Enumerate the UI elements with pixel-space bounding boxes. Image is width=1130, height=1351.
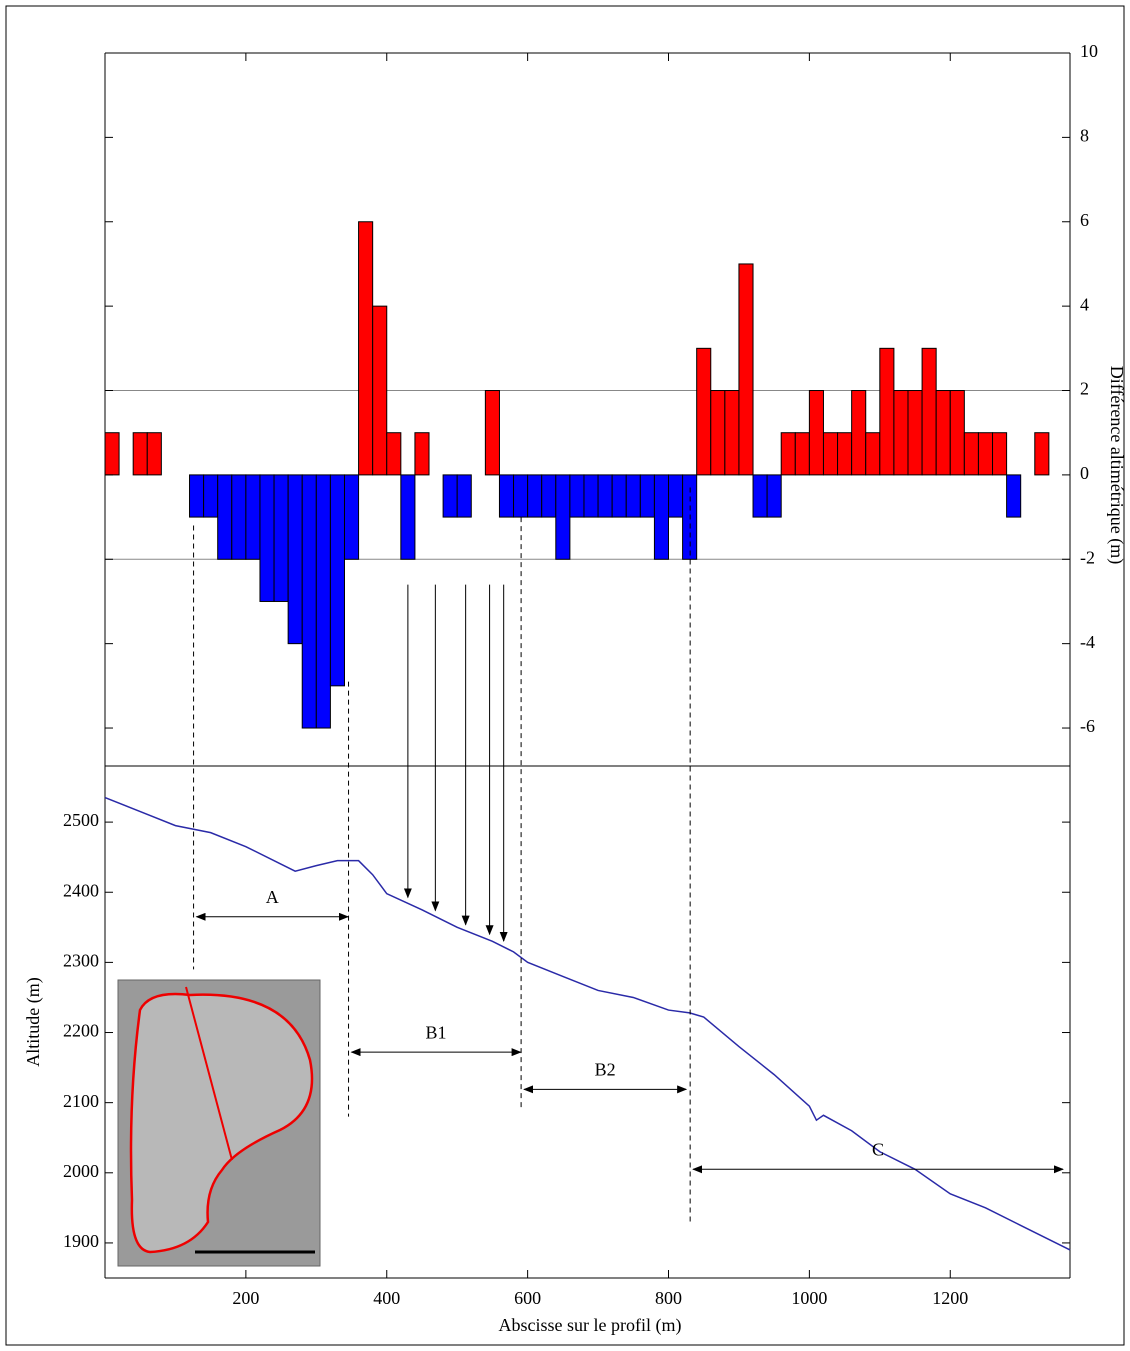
bar xyxy=(273,474,289,602)
bar xyxy=(301,474,317,729)
y-tick-label: -6 xyxy=(1080,716,1095,736)
bar xyxy=(710,390,726,476)
bar xyxy=(386,432,402,476)
bar xyxy=(992,432,1008,476)
bar xyxy=(611,474,627,518)
bar xyxy=(400,474,416,560)
bar xyxy=(132,432,148,476)
bar xyxy=(372,305,388,476)
bar xyxy=(794,432,810,476)
bar xyxy=(358,221,374,476)
bar xyxy=(963,432,979,476)
bar xyxy=(977,432,994,476)
bar xyxy=(738,263,754,476)
frame xyxy=(5,5,1125,1346)
bar xyxy=(668,474,684,518)
bar xyxy=(1006,474,1022,518)
bar xyxy=(203,474,219,518)
y-tick-label: 4 xyxy=(1080,294,1089,314)
bar xyxy=(231,474,247,560)
bar xyxy=(541,474,557,518)
y-tick-label: 1900 xyxy=(63,1231,99,1251)
bar xyxy=(569,474,585,518)
bar xyxy=(752,474,768,518)
bar xyxy=(724,390,740,476)
bar xyxy=(837,432,853,476)
bar xyxy=(329,474,345,687)
bar xyxy=(484,390,500,476)
y-axis-label: Altitude (m) xyxy=(23,977,44,1066)
inset-photo xyxy=(117,979,321,1267)
y-tick-label: 2 xyxy=(1080,379,1089,399)
y-tick-label: -2 xyxy=(1080,547,1095,567)
y-tick-label: 10 xyxy=(1080,41,1098,61)
range-label: C xyxy=(872,1139,884,1159)
bar xyxy=(907,390,923,476)
bar xyxy=(949,390,965,476)
bar xyxy=(442,474,458,518)
y-tick-label: 8 xyxy=(1080,126,1089,146)
bar xyxy=(921,347,937,476)
y-tick-label: 2300 xyxy=(63,951,99,971)
bar xyxy=(287,474,303,645)
profile-line xyxy=(104,796,1071,1251)
bar xyxy=(935,390,951,476)
bar xyxy=(343,474,360,560)
bar xyxy=(555,474,571,560)
bar xyxy=(245,474,261,560)
x-tick-label: 400 xyxy=(373,1288,400,1308)
bar xyxy=(189,474,205,518)
y-tick-label: 2000 xyxy=(63,1161,99,1181)
y-tick-label: -4 xyxy=(1080,632,1095,652)
bar xyxy=(766,474,782,518)
bar xyxy=(682,474,698,560)
bar xyxy=(893,390,909,476)
range-label: B2 xyxy=(595,1059,616,1079)
bar xyxy=(513,474,529,518)
bar xyxy=(527,474,543,518)
bar xyxy=(696,347,712,476)
x-tick-label: 1000 xyxy=(791,1288,827,1308)
bar xyxy=(498,474,515,518)
bar xyxy=(865,432,881,476)
y-tick-label: 6 xyxy=(1080,210,1089,230)
bar xyxy=(146,432,162,476)
bar xyxy=(456,474,472,518)
y-tick-label: 0 xyxy=(1080,463,1089,483)
y-tick-label: 2500 xyxy=(63,810,99,830)
bar xyxy=(217,474,233,560)
range-label: B1 xyxy=(426,1022,447,1042)
bar xyxy=(822,432,839,476)
bar xyxy=(808,390,824,476)
y-tick-label: 2400 xyxy=(63,880,99,900)
x-tick-label: 800 xyxy=(655,1288,682,1308)
bar xyxy=(639,474,655,518)
bar xyxy=(1034,432,1050,476)
x-tick-label: 600 xyxy=(514,1288,541,1308)
bar xyxy=(414,432,430,476)
x-tick-label: 200 xyxy=(232,1288,259,1308)
bar xyxy=(780,432,796,476)
x-axis-label: Abscisse sur le profil (m) xyxy=(499,1315,682,1336)
bar xyxy=(879,347,895,476)
bar xyxy=(851,390,867,476)
y-tick-label: 2200 xyxy=(63,1021,99,1041)
y-axis-label: Différence altimétrique (m) xyxy=(1106,366,1127,565)
y-tick-label: 2100 xyxy=(63,1091,99,1111)
bar xyxy=(653,474,670,560)
bar xyxy=(625,474,641,518)
bar xyxy=(597,474,613,518)
bar xyxy=(259,474,275,602)
x-tick-label: 1200 xyxy=(932,1288,968,1308)
bar xyxy=(315,474,331,729)
range-label: A xyxy=(266,887,279,907)
bar xyxy=(104,432,120,476)
bar xyxy=(583,474,599,518)
